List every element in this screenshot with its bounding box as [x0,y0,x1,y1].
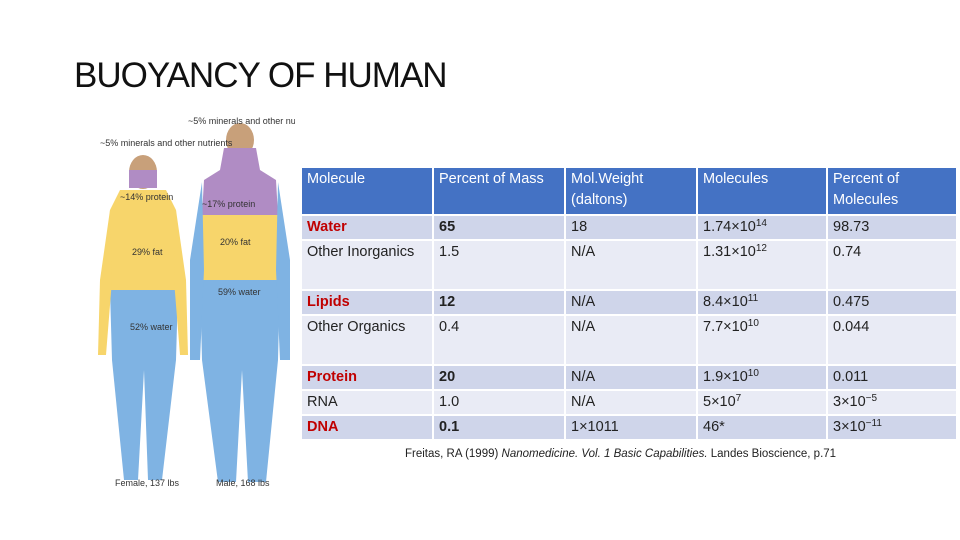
cell-base: 1.74×10 [703,219,756,235]
table-cell: 1.31×1012 [698,241,826,289]
table-cell: 12 [434,291,564,314]
cell-base: 3×10 [833,394,866,410]
table-row: Protein 20 N/A 1.9×1010 0.011 [302,366,956,389]
male-minerals-label: ~5% minerals and other nutrients [188,116,295,126]
female-water-label: 52% water [130,322,173,332]
table-cell: Water [302,216,432,239]
table-cell: 0.475 [828,291,956,314]
male-figure [190,123,290,482]
header-cell: Mol.Weight (daltons) [566,168,696,214]
cell-exponent: 14 [755,218,767,229]
table-cell: 3×10−11 [828,416,956,439]
cell-exponent: 7 [735,393,742,404]
cell-exponent: 10 [747,318,759,329]
table-cell: Other Inorganics [302,241,432,289]
table-row: Other Organics 0.4 N/A 7.7×1010 0.044 [302,316,956,364]
table-cell: 1.9×1010 [698,366,826,389]
citation-text: Landes Bioscience, p.71 [707,448,837,460]
table-cell: 0.4 [434,316,564,364]
table-cell: 1.74×1014 [698,216,826,239]
cell-base: 1.31×10 [703,244,756,260]
table-row: Water 65 18 1.74×1014 98.73 [302,216,956,239]
female-protein-label: ~14% protein [120,192,173,202]
cell-base: 5×10 [703,394,736,410]
table-row: RNA 1.0 N/A 5×107 3×10−5 [302,391,956,414]
header-cell: Percent of Molecules [828,168,956,214]
table-cell: N/A [566,241,696,289]
table-row: DNA 0.1 1×1011 46* 3×10−11 [302,416,956,439]
cell-exponent: −11 [865,418,882,429]
table-cell: 1×1011 [566,416,696,439]
table-cell: 0.1 [434,416,564,439]
table-cell: 5×107 [698,391,826,414]
table-cell: 46* [698,416,826,439]
body-composition-figure: ~5% minerals and other nutrients ~14% pr… [98,116,295,488]
table-cell: Protein [302,366,432,389]
female-minerals-label: ~5% minerals and other nutrients [100,138,233,148]
table-cell: 65 [434,216,564,239]
table-cell: 0.011 [828,366,956,389]
table-cell: 1.0 [434,391,564,414]
cell-exponent: 10 [747,368,759,379]
table-cell: N/A [566,291,696,314]
table-cell: 98.73 [828,216,956,239]
header-cell: Molecule [302,168,432,214]
header-cell: Percent of Mass [434,168,564,214]
table-cell: N/A [566,391,696,414]
cell-exponent: 12 [755,243,767,254]
table-cell: 0.044 [828,316,956,364]
table-cell: 20 [434,366,564,389]
cell-exponent: −5 [865,393,878,404]
cell-base: 8.4×10 [703,294,748,310]
citation-text: Freitas, RA (1999) [405,448,502,460]
male-caption: Male, 168 lbs [216,478,270,488]
cell-base: 7.7×10 [703,319,748,335]
table-cell: RNA [302,391,432,414]
table-row: Lipids 12 N/A 8.4×1011 0.475 [302,291,956,314]
female-figure [98,155,188,480]
table-cell: DNA [302,416,432,439]
citation: Freitas, RA (1999) Nanomedicine. Vol. 1 … [405,448,836,460]
citation-title: Nanomedicine. Vol. 1 Basic Capabilities. [501,448,708,460]
header-row: Molecule Percent of Mass Mol.Weight (dalto… [302,168,956,214]
table-cell: 3×10−5 [828,391,956,414]
male-water-label: 59% water [218,287,261,297]
female-caption: Female, 137 lbs [115,478,180,488]
table-cell: N/A [566,316,696,364]
table-cell: Lipids [302,291,432,314]
slide-title: BUOYANCY OF HUMAN [74,56,448,95]
cell-base: 1.9×10 [703,369,748,385]
cell-base: 3×10 [833,419,866,435]
table-cell: 18 [566,216,696,239]
header-cell: Molecules [698,168,826,214]
table-cell: 1.5 [434,241,564,289]
cell-exponent: 11 [747,293,759,304]
male-protein-label: ~17% protein [202,199,255,209]
composition-table: Molecule Percent of Mass Mol.Weight (dalto… [300,166,958,441]
table-cell: 0.74 [828,241,956,289]
table-cell: 8.4×1011 [698,291,826,314]
male-fat-label: 20% fat [220,237,251,247]
table-cell: Other Organics [302,316,432,364]
female-fat-label: 29% fat [132,247,163,257]
table-cell: 7.7×1010 [698,316,826,364]
table-cell: N/A [566,366,696,389]
table-row: Other Inorganics 1.5 N/A 1.31×1012 0.74 [302,241,956,289]
